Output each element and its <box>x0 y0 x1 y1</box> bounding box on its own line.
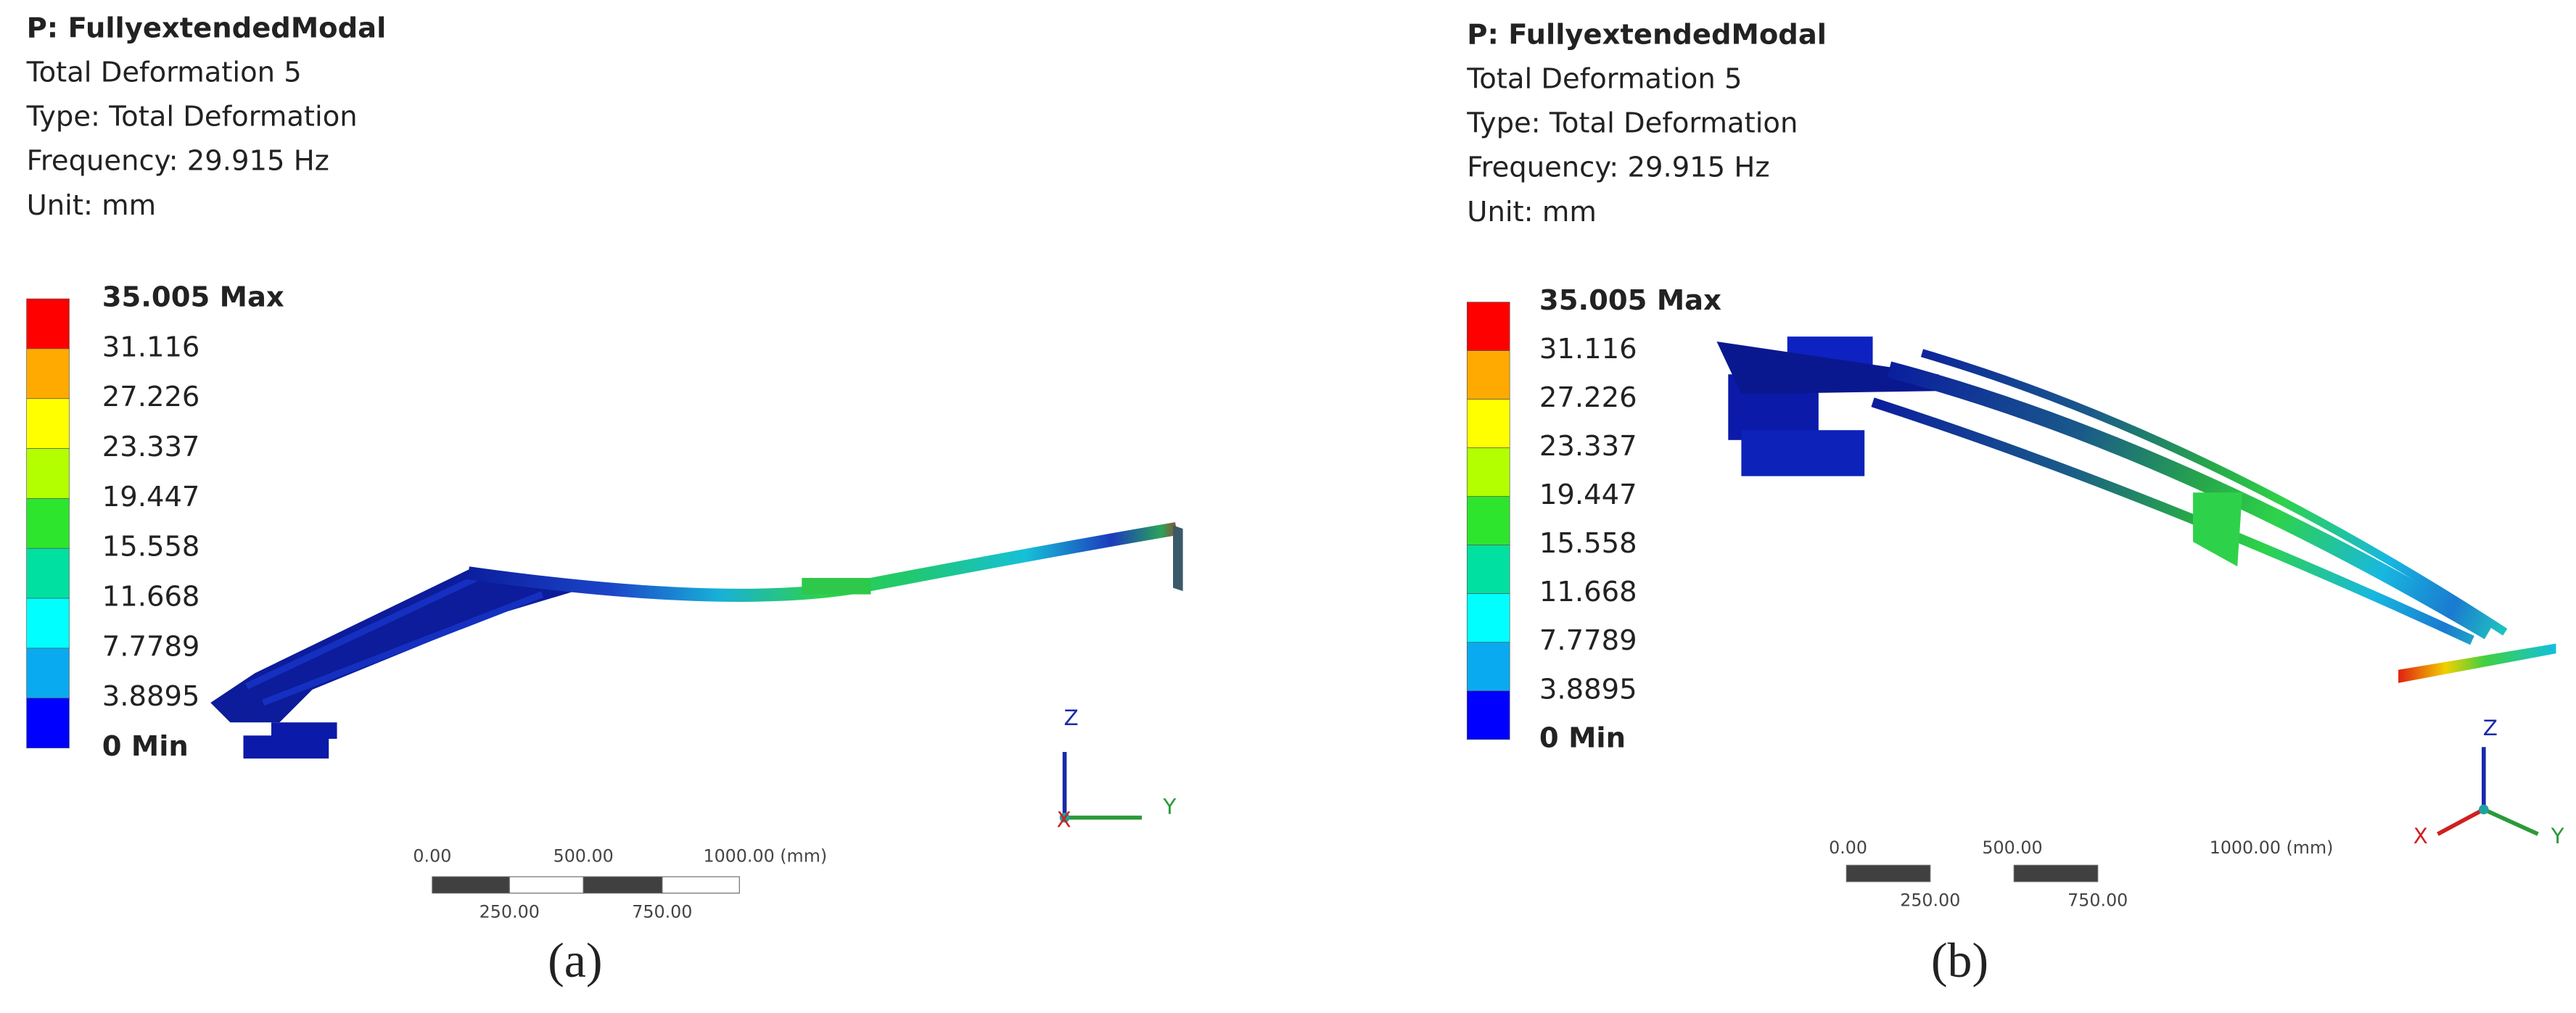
panel: P: FullyextendedModal Total Deformation 5… <box>1466 18 2564 988</box>
caption: (a) <box>548 933 602 988</box>
axis-label: Y <box>1162 794 1177 819</box>
scale-segment <box>2013 864 2099 882</box>
scale-segment <box>432 876 510 894</box>
triad-origin <box>2479 804 2489 815</box>
model-b <box>1716 336 2556 683</box>
scale-segment <box>662 876 740 894</box>
legend-band <box>1466 496 1510 546</box>
legend-band <box>1466 545 1510 595</box>
legend-label: 31.116 <box>102 331 200 363</box>
scale-label: 750.00 <box>2067 890 2128 911</box>
scale-label: 750.00 <box>632 901 692 922</box>
legend-label: 11.668 <box>102 581 200 613</box>
result-info: Type: Total Deformation <box>1466 107 1798 140</box>
legend-label: 0 Min <box>102 730 189 763</box>
scale-label: 500.00 <box>1982 838 2042 858</box>
scale-segment <box>1845 864 1931 882</box>
legend-label: 7.7789 <box>1539 624 1637 657</box>
scale-label: 0.00 <box>413 845 451 866</box>
scale-label: 1000.00 (mm) <box>703 845 827 866</box>
legend-band <box>26 648 70 699</box>
legend-band <box>1466 593 1510 643</box>
result-title: P: FullyextendedModal <box>27 12 387 44</box>
legend-label: 3.8895 <box>102 680 200 713</box>
legend-label: 23.337 <box>1539 430 1637 463</box>
legend-band <box>1466 350 1510 400</box>
axis-x <box>2437 807 2485 836</box>
axis-label: Y <box>2551 824 2565 848</box>
legend-band <box>1466 447 1510 497</box>
result-info: Type: Total Deformation <box>26 101 358 133</box>
legend-band <box>26 298 70 350</box>
legend-band <box>26 448 70 499</box>
legend-label: 15.558 <box>102 531 200 563</box>
legend-label: 15.558 <box>1539 527 1637 560</box>
axis-label: X <box>1056 808 1071 832</box>
result-info: Unit: mm <box>27 189 157 222</box>
result-info: Total Deformation 5 <box>26 56 302 88</box>
legend-label: 11.668 <box>1539 576 1637 608</box>
legend-label: 35.005 Max <box>1539 284 1721 317</box>
legend-label: 27.226 <box>102 381 200 413</box>
legend-label: 27.226 <box>1539 381 1637 414</box>
legend-band <box>26 498 70 549</box>
legend-label: 23.337 <box>102 431 200 463</box>
legend-label: 0 Min <box>1539 721 1626 754</box>
legend-band <box>1466 690 1510 740</box>
legend-band <box>26 698 70 748</box>
legend-label: 7.7789 <box>102 630 200 663</box>
caption: (b) <box>1931 933 1988 988</box>
legend-label: 19.447 <box>1539 479 1637 511</box>
model-a <box>210 522 1183 759</box>
panel: P: FullyextendedModal Total Deformation 5… <box>26 12 1177 988</box>
result-info: Total Deformation 5 <box>1466 62 1742 95</box>
legend-band <box>26 348 70 400</box>
legend-label: 19.447 <box>102 481 200 513</box>
scale-label: 250.00 <box>480 901 540 922</box>
legend-label: 35.005 Max <box>102 281 284 314</box>
legend-band <box>26 547 70 599</box>
scale-label: 1000.00 (mm) <box>2210 838 2334 858</box>
legend-label: 3.8895 <box>1539 673 1637 706</box>
legend-band <box>1466 642 1510 692</box>
axis-label: X <box>2414 824 2428 848</box>
legend-label: 31.116 <box>1539 333 1637 365</box>
axis-label: Z <box>2483 716 2498 740</box>
result-info: Frequency: 29.915 Hz <box>27 145 329 178</box>
result-title: P: FullyextendedModal <box>1467 18 1827 51</box>
axis-y <box>2482 807 2539 836</box>
legend-band <box>1466 302 1510 351</box>
scale-label: 500.00 <box>554 845 614 866</box>
scale-segment <box>583 876 663 894</box>
legend-band <box>26 598 70 649</box>
legend-band <box>26 398 70 449</box>
scale-segment <box>509 876 584 894</box>
scale-label: 0.00 <box>1829 838 1867 858</box>
result-info: Frequency: 29.915 Hz <box>1467 152 1769 184</box>
scale-label: 250.00 <box>1900 890 1960 911</box>
legend-band <box>1466 399 1510 449</box>
triad-origin <box>1059 812 1070 823</box>
axis-label: Z <box>1064 706 1079 730</box>
result-info: Unit: mm <box>1467 196 1597 228</box>
